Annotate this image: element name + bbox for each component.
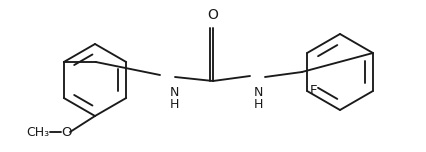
Text: O: O (207, 8, 219, 22)
Text: N
H: N H (169, 86, 178, 111)
Text: F: F (310, 85, 318, 97)
Text: O: O (61, 126, 71, 140)
Text: N
H: N H (253, 86, 263, 111)
Text: CH₃: CH₃ (26, 126, 49, 140)
